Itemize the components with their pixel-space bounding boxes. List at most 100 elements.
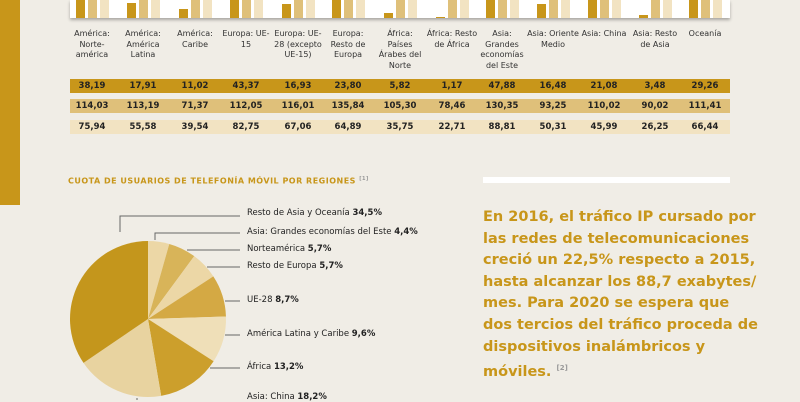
table-cell: 90,02 <box>641 101 669 111</box>
table-cell: 50,31 <box>539 122 567 132</box>
pie-label: Resto de Europa 5,7% <box>247 261 343 271</box>
column-label: África: Países Árabes del Norte <box>378 29 422 70</box>
pie-label-name: Resto de Europa <box>247 261 317 271</box>
bar <box>561 0 570 18</box>
table-cell: 17,91 <box>129 81 157 91</box>
pie-slice <box>148 256 214 319</box>
table-cell: 64,89 <box>334 122 362 132</box>
table-cell: 114,03 <box>75 101 109 111</box>
pie-slice <box>70 241 148 363</box>
bar <box>639 15 648 18</box>
pie-label-name: América Latina y Caribe <box>247 329 350 339</box>
table-cell: 135,84 <box>331 101 365 111</box>
table-cell: 1,17 <box>441 81 463 91</box>
bar <box>486 0 495 18</box>
table-cell: 16,48 <box>539 81 567 91</box>
bar <box>384 13 393 18</box>
bar <box>713 0 722 18</box>
bar <box>294 0 303 18</box>
bar <box>191 0 200 18</box>
pie-label-name: África <box>247 362 272 372</box>
pie-label-name: UE-28 <box>247 295 273 305</box>
table-row: 75,94 55,58 39,54 82,75 67,06 64,89 35,75 22,71… <box>70 120 730 134</box>
table-cell: 5,82 <box>389 81 411 91</box>
bar <box>179 8 188 18</box>
bar <box>408 0 417 18</box>
pie-label: Resto de Asia y Oceanía 34,5% <box>247 208 382 218</box>
pie-label: Asia: China 18,2% <box>247 392 327 402</box>
column-label: América: América Latina <box>125 29 161 59</box>
pie-label-value: 9,6% <box>351 329 376 339</box>
table-cell: 55,58 <box>129 122 157 132</box>
table-cell: 130,35 <box>485 101 519 111</box>
table-cell: 105,30 <box>383 101 417 111</box>
table-cell: 39,54 <box>181 122 209 132</box>
table-cell: 75,94 <box>78 122 106 132</box>
table-cell: 47,88 <box>488 81 516 91</box>
pie-label-name: Norteamérica <box>247 244 306 254</box>
table-cell: 26,25 <box>641 122 669 132</box>
table-cell: 23,80 <box>334 81 362 91</box>
bar <box>282 3 291 18</box>
column-label: Europa: UE-28 (excepto UE-15) <box>274 29 322 59</box>
bar <box>448 0 457 18</box>
pie-label-name: Asia: Grandes economías del Este <box>247 227 392 237</box>
bar <box>600 0 609 18</box>
bar <box>332 0 341 18</box>
table-cell: 35,75 <box>386 122 414 132</box>
table-cell: 82,75 <box>232 122 260 132</box>
column-label: América: Norte-américa <box>74 29 110 59</box>
pie-label-name: Asia: China <box>247 392 295 402</box>
table-cell: 22,71 <box>438 122 466 132</box>
pie-label: UE-28 8,7% <box>247 295 299 305</box>
bar <box>689 0 698 18</box>
bar <box>460 0 469 18</box>
bar <box>436 17 445 18</box>
table-row: 38,19 17,91 11,02 43,37 16,93 23,80 5,82 1,17 47… <box>70 79 730 93</box>
bar <box>396 0 405 18</box>
footnote-ref: [1] <box>359 176 369 182</box>
pie-label: Asia: Grandes economías del Este 4,4% <box>247 227 418 237</box>
pie-label: Norteamérica 5,7% <box>247 244 331 254</box>
bar <box>612 0 621 18</box>
table-cell: 45,99 <box>590 122 618 132</box>
pie-label-value: 8,7% <box>275 295 299 305</box>
bar <box>88 0 97 18</box>
table-cell: 88,81 <box>488 122 516 132</box>
column-label: Europa: UE-15 <box>222 29 270 49</box>
table-cell: 43,37 <box>232 81 260 91</box>
bar <box>230 0 239 18</box>
pie-label: América Latina y Caribe 9,6% <box>247 329 375 339</box>
pie-slice <box>83 319 162 397</box>
table-cell: 3,48 <box>644 81 666 91</box>
bar <box>254 0 263 18</box>
table-cell: 111,41 <box>688 101 722 111</box>
bar <box>127 2 136 18</box>
pie-slice <box>148 316 226 362</box>
bar <box>100 0 109 18</box>
pie-slice <box>148 276 226 319</box>
table-cell: 11,02 <box>181 81 209 91</box>
column-label: África: Resto de África <box>426 29 478 49</box>
table-cell: 16,93 <box>284 81 312 91</box>
callout-body: En 2016, el tráfico IP cursado por las r… <box>483 209 758 380</box>
bar <box>537 4 546 18</box>
pie-label-name: Resto de Asia y Oceanía <box>247 208 350 218</box>
table-cell: 29,26 <box>691 81 719 91</box>
bar-chart <box>70 0 730 18</box>
column-label: Asia: China <box>581 29 627 38</box>
bar <box>203 0 212 18</box>
bar <box>344 0 353 18</box>
leader-line <box>154 232 240 240</box>
column-label: Oceanía <box>688 29 722 38</box>
pie-label-value: 5,7% <box>307 244 332 254</box>
column-label: Asia: Oriente Medio <box>527 29 579 49</box>
bar <box>663 0 672 18</box>
bar <box>76 0 85 18</box>
table-cell: 66,44 <box>691 122 719 132</box>
pie-slice <box>148 243 195 319</box>
bar <box>306 0 315 18</box>
bar <box>498 0 507 18</box>
bar <box>139 0 148 18</box>
